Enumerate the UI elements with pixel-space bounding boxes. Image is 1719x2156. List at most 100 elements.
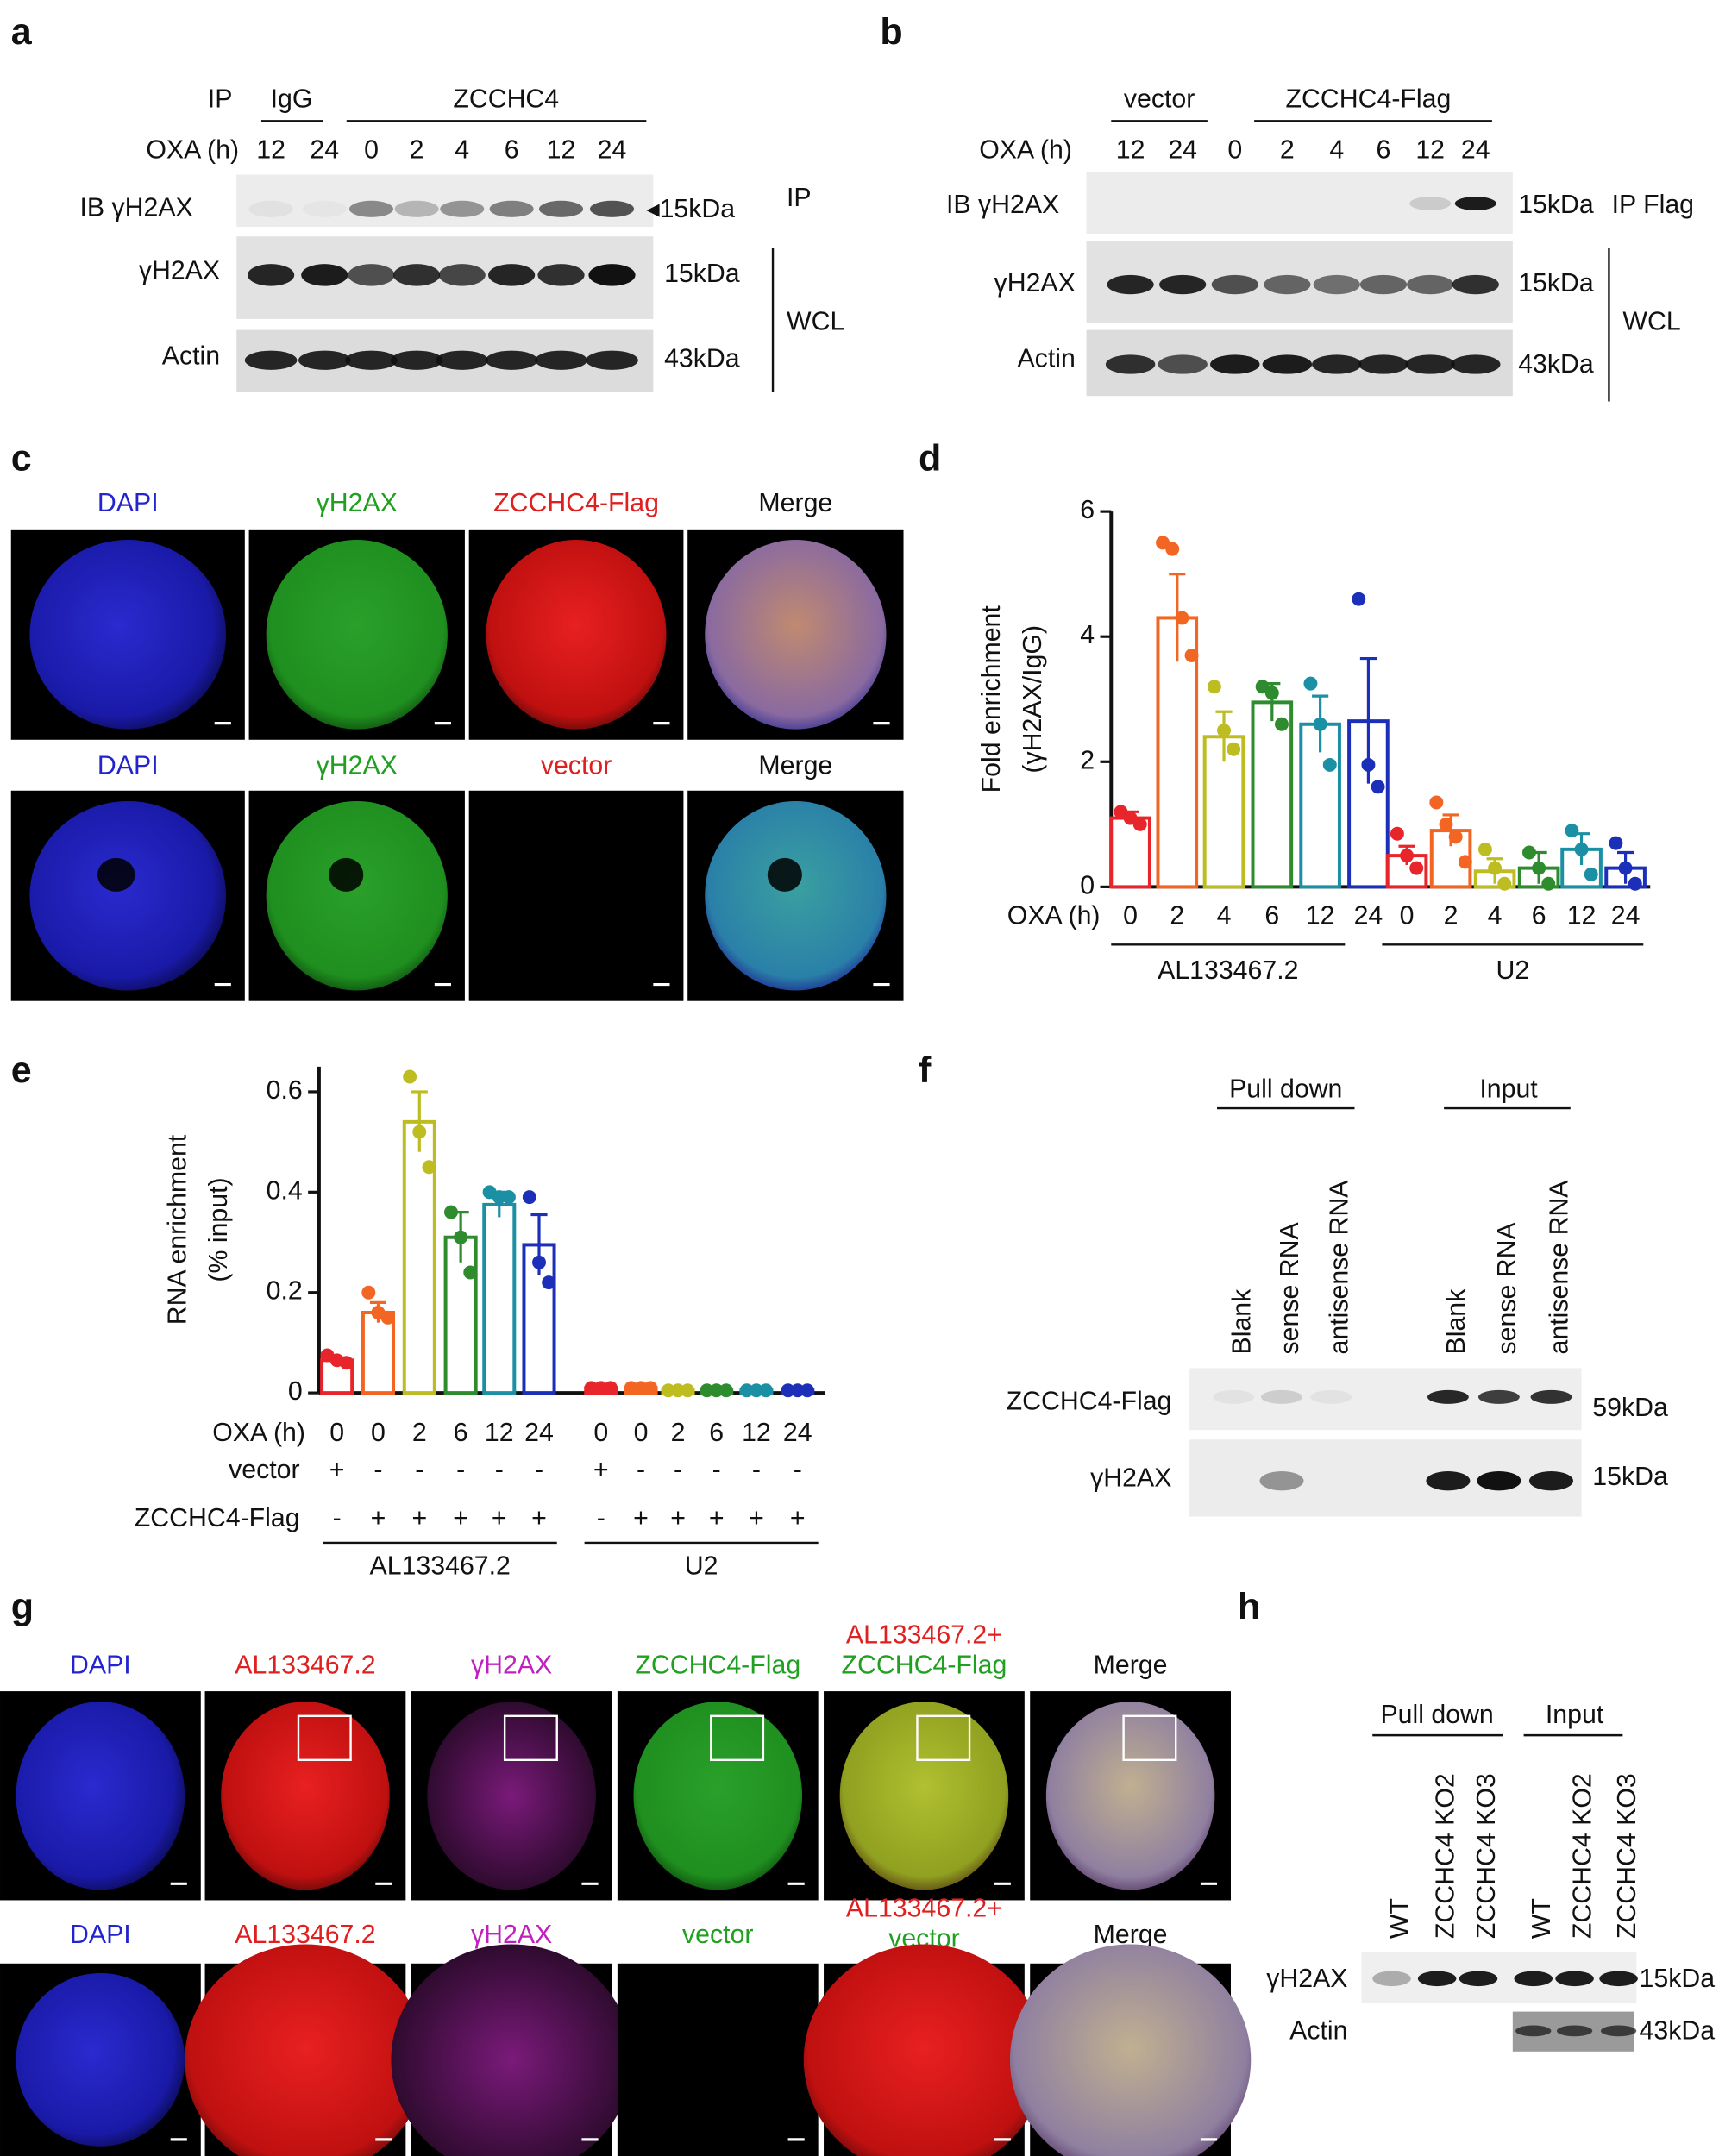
band	[248, 200, 293, 217]
sign: -	[333, 1504, 342, 1532]
band	[1555, 1971, 1594, 1987]
x-tick-label: 2	[671, 1419, 686, 1447]
band	[436, 350, 489, 370]
band	[1459, 1971, 1498, 1987]
label: ZCCHC4 KO3	[1472, 1773, 1501, 1939]
band	[1454, 196, 1496, 210]
bar	[443, 1235, 478, 1395]
data-point	[1264, 686, 1279, 700]
band	[1213, 1389, 1255, 1404]
data-point	[339, 1356, 354, 1370]
y-tick-label: 0.6	[267, 1076, 303, 1105]
micrograph	[617, 1963, 819, 2156]
band	[1426, 1470, 1471, 1491]
label: Blank	[1442, 1288, 1471, 1355]
data-point	[1584, 867, 1598, 881]
label: 2	[1280, 135, 1295, 164]
data-point	[1409, 861, 1424, 875]
x-tick-label: 12	[1306, 901, 1335, 930]
x-tick-label: 2	[1444, 901, 1459, 930]
label: ◂15kDa	[646, 195, 735, 223]
blot	[1086, 172, 1513, 235]
data-point	[759, 1383, 774, 1398]
data-point	[603, 1381, 618, 1395]
band	[1530, 1389, 1572, 1404]
label: WT	[1528, 1898, 1556, 1939]
label: AL133467.2	[235, 1921, 375, 1949]
band	[1312, 354, 1362, 374]
panel-label: e	[11, 1050, 32, 1091]
data-point	[1574, 842, 1589, 856]
label: γH2AX	[994, 269, 1076, 298]
band	[590, 200, 635, 217]
bar	[1156, 616, 1199, 889]
label: 15kDa	[1518, 269, 1594, 298]
data-point	[1488, 861, 1503, 875]
data-point	[1390, 826, 1404, 841]
label: γH2AX	[317, 752, 398, 780]
band	[247, 264, 295, 286]
sign: -	[535, 1456, 543, 1484]
band	[485, 350, 538, 370]
data-point	[661, 1383, 675, 1398]
band	[588, 264, 636, 286]
label: WCL	[787, 308, 844, 336]
data-point	[1313, 717, 1327, 731]
y-tick-label: 0	[288, 1377, 303, 1406]
x-tick-label: 0	[1123, 901, 1138, 930]
label: IB γH2AX	[946, 191, 1059, 219]
label: γH2AX	[471, 1921, 552, 1949]
data-point	[739, 1383, 754, 1398]
band	[1409, 196, 1452, 210]
label: ZCCHC4	[453, 85, 559, 113]
data-point	[1184, 648, 1199, 662]
data-point	[643, 1381, 658, 1395]
band	[489, 200, 534, 217]
x-tick-label: 0	[593, 1419, 608, 1447]
label: 15kDa	[1640, 1965, 1716, 1993]
label: 12	[547, 135, 576, 164]
y-tick-label: 6	[1080, 496, 1095, 524]
x-tick-label: 0	[329, 1419, 344, 1447]
data-point	[1609, 836, 1623, 850]
band	[1599, 1971, 1638, 1987]
sign: +	[371, 1504, 386, 1532]
label: DAPI	[97, 752, 159, 780]
band	[1405, 354, 1455, 374]
band	[1451, 354, 1501, 374]
panel-label: a	[11, 11, 33, 53]
data-point	[709, 1383, 724, 1398]
nucleus	[427, 1702, 596, 1890]
data-point	[422, 1160, 436, 1175]
label: 0	[1227, 135, 1242, 164]
data-point	[412, 1125, 427, 1139]
band	[393, 264, 441, 286]
band	[348, 264, 395, 286]
sign: +	[531, 1504, 547, 1532]
data-point	[1565, 824, 1579, 838]
sign: -	[456, 1456, 465, 1484]
band	[1417, 1971, 1457, 1987]
x-tick-label: 4	[1217, 901, 1232, 930]
label: Pull down	[1229, 1075, 1342, 1103]
label: AL133467.2+	[846, 1895, 1002, 1923]
label: 4	[1329, 135, 1344, 164]
inset-box	[1122, 1714, 1177, 1762]
data-point	[1322, 757, 1337, 772]
row-label: ZCCHC4-Flag	[135, 1504, 300, 1532]
nucleus	[391, 1944, 632, 2156]
data-point	[1618, 861, 1633, 875]
band	[301, 264, 348, 286]
y-tick-label: 0.4	[267, 1176, 303, 1205]
data-point	[1477, 842, 1492, 856]
sign: +	[492, 1504, 507, 1532]
sign: +	[790, 1504, 806, 1532]
band	[1313, 274, 1360, 295]
label: Actin	[162, 342, 220, 371]
data-point	[501, 1190, 516, 1205]
data-point	[1541, 876, 1556, 891]
data-point	[522, 1190, 536, 1205]
sign: +	[709, 1504, 725, 1532]
data-point	[492, 1190, 506, 1205]
